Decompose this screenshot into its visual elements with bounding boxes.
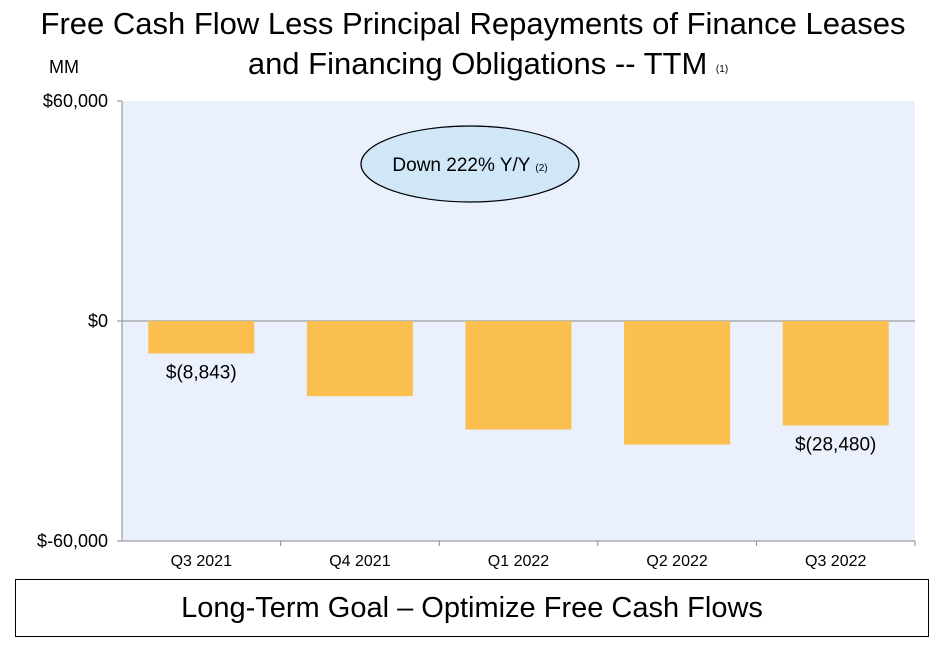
chart-title-line2-text: and Financing Obligations -- TTM (247, 46, 708, 81)
x-tick-label: Q1 2022 (488, 553, 549, 570)
bar-q3-2022 (782, 321, 889, 426)
y-tick-label: $-60,000 (37, 531, 108, 551)
data-label: $(8,843) (166, 362, 237, 383)
unit-label: MM (49, 57, 79, 77)
annotation-text: Down 222% Y/Y (2) (392, 155, 547, 176)
y-tick-label: $0 (88, 311, 108, 331)
long-term-goal-box: Long-Term Goal – Optimize Free Cash Flow… (15, 579, 929, 637)
y-tick-label: $60,000 (43, 91, 108, 111)
annotation-footnote: (2) (535, 163, 547, 174)
x-tick-label: Q2 2022 (646, 553, 707, 570)
bar-q2-2022 (624, 321, 731, 445)
chart-title: Free Cash Flow Less Principal Repayments… (0, 4, 946, 92)
chart-title-line1: Free Cash Flow Less Principal Repayments… (40, 6, 906, 41)
annotation-bubble (360, 125, 580, 203)
bar-q3-2021 (148, 321, 255, 354)
bar-q1-2022 (465, 321, 572, 430)
annotation-main-text: Down 222% Y/Y (392, 155, 535, 176)
title-footnote: (1) (715, 64, 729, 75)
bar-q4-2021 (306, 321, 413, 397)
x-tick-label: Q4 2021 (329, 553, 390, 570)
data-label: $(28,480) (795, 434, 876, 455)
x-tick-label: Q3 2021 (171, 553, 232, 570)
chart-title-line2: and Financing Obligations -- TTM (1) (0, 44, 946, 92)
x-tick-label: Q3 2022 (805, 553, 866, 570)
